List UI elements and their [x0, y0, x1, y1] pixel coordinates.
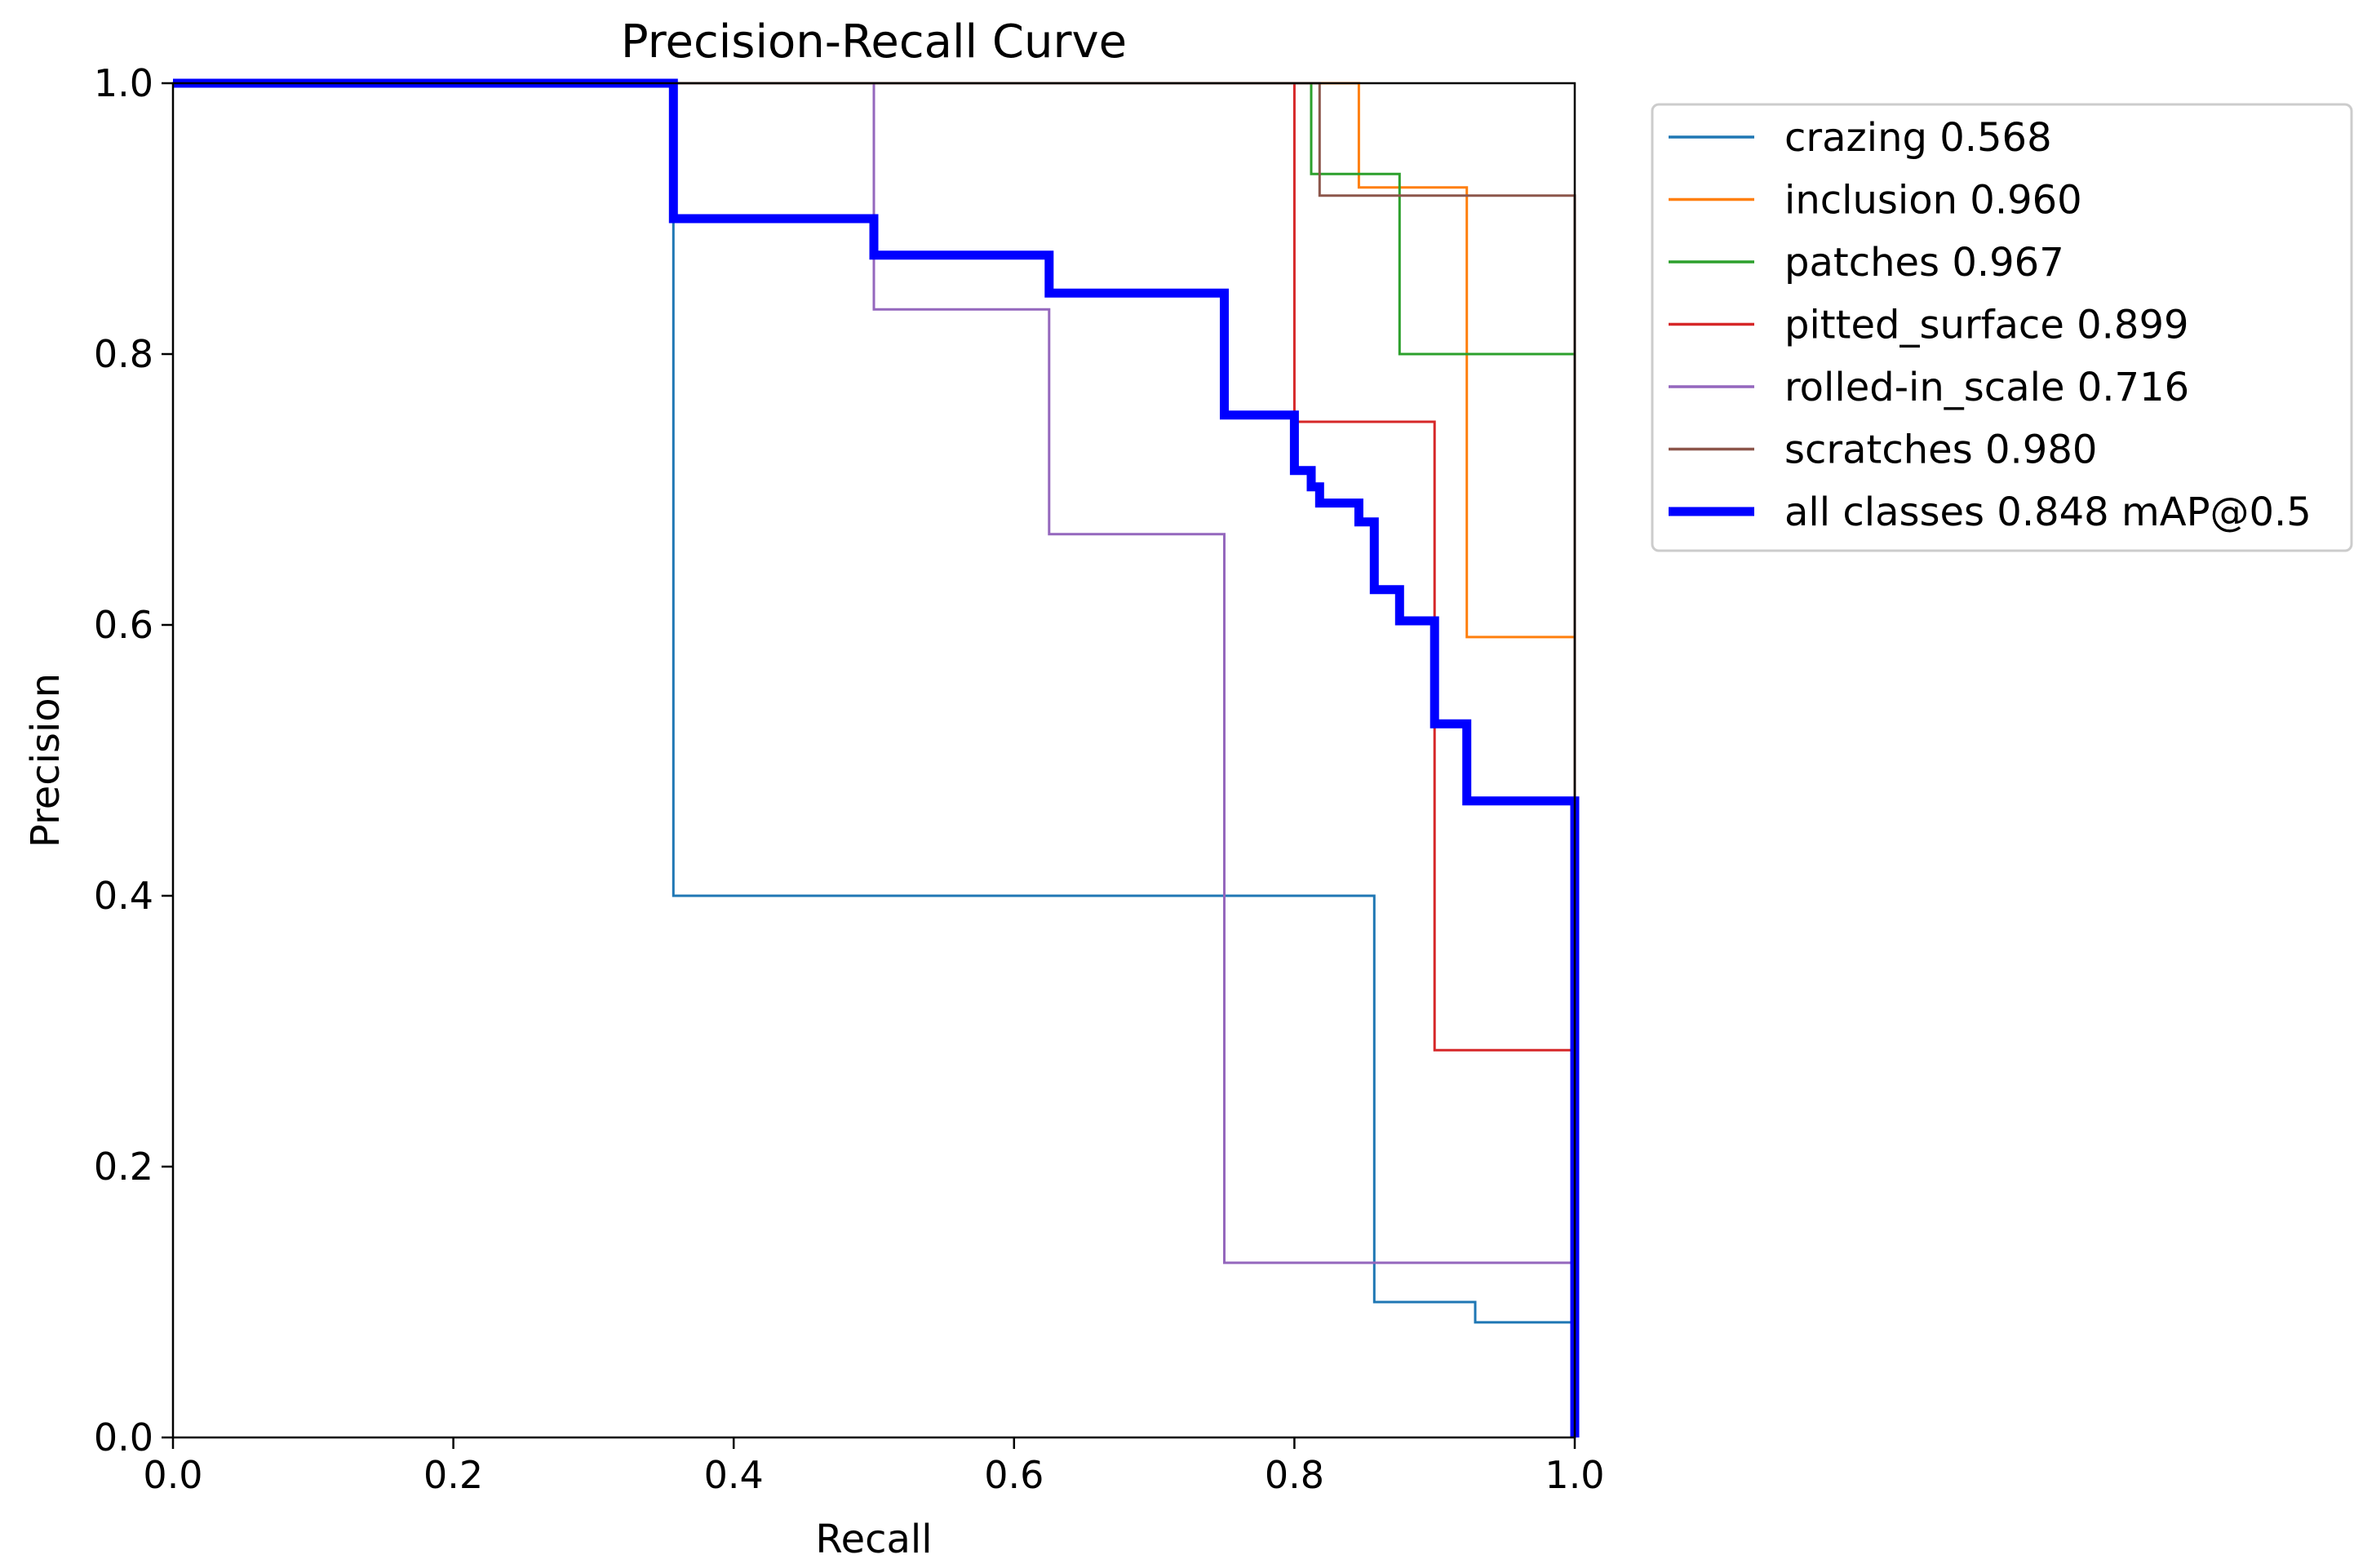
y-axis: 0.0 0.2 0.4 0.6 0.8 1.0: [94, 61, 173, 1459]
y-axis-label: Precision: [23, 673, 69, 848]
plot-frame: [171, 82, 1576, 1439]
x-axis: 0.0 0.2 0.4 0.6 0.8 1.0: [143, 1437, 1605, 1497]
x-tick-label: 1.0: [1545, 1453, 1604, 1497]
x-tick-label: 0.2: [423, 1453, 483, 1497]
y-tick-label: 1.0: [94, 61, 153, 105]
legend-label: all classes 0.848 mAP@0.5: [1784, 489, 2312, 535]
legend-label: scratches 0.980: [1784, 427, 2097, 473]
series-line-crazing: [173, 82, 1576, 1437]
x-tick-label: 0.4: [704, 1453, 764, 1497]
legend-label: pitted_surface 0.899: [1784, 303, 2189, 348]
y-tick-label: 0.6: [94, 603, 153, 647]
y-tick-label: 0.0: [94, 1415, 153, 1459]
y-tick-label: 0.4: [94, 874, 153, 918]
legend-entries: crazing 0.568 inclusion 0.960 patches 0.96…: [1669, 115, 2312, 535]
x-tick-label: 0.0: [143, 1453, 202, 1497]
x-axis-label: Recall: [815, 1517, 932, 1562]
legend-label: crazing 0.568: [1784, 115, 2052, 161]
x-tick-label: 0.6: [984, 1453, 1044, 1497]
series-line-rolled-in-scale: [173, 82, 1576, 1437]
series-line-all-classes: [173, 78, 1580, 1437]
legend-frame: [1651, 103, 2353, 552]
legend-label: patches 0.967: [1784, 240, 2064, 286]
x-tick-label: 0.8: [1265, 1453, 1324, 1497]
legend: crazing 0.568 inclusion 0.960 patches 0.96…: [1651, 103, 2353, 552]
chart-title: Precision-Recall Curve: [621, 16, 1127, 69]
legend-label: inclusion 0.960: [1784, 178, 2082, 224]
y-tick-label: 0.8: [94, 332, 153, 376]
y-tick-label: 0.2: [94, 1145, 153, 1189]
legend-label: rolled-in_scale 0.716: [1784, 365, 2189, 410]
